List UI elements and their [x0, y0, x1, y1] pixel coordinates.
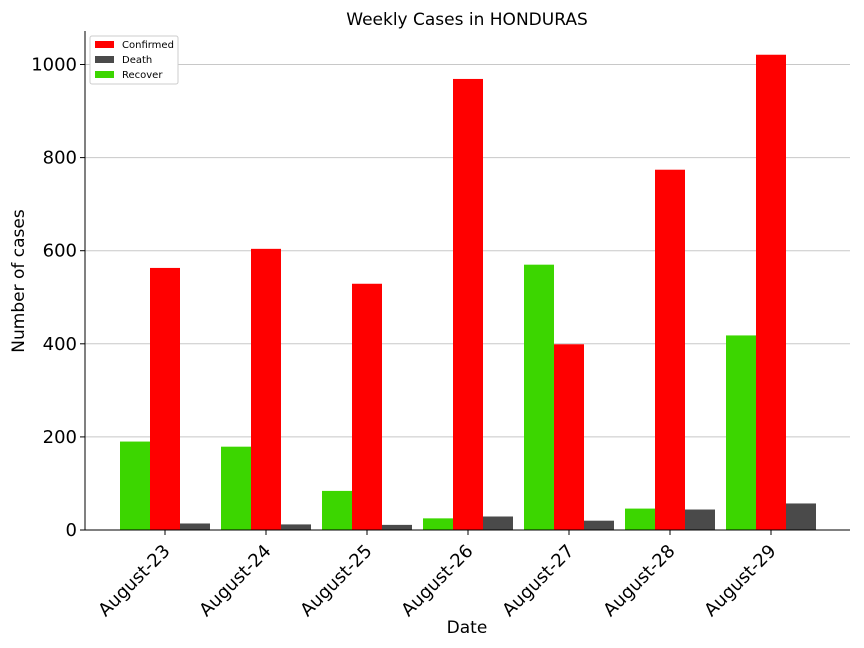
bar-confirmed-august-24 — [251, 248, 281, 530]
bar-recover-august-24 — [221, 446, 251, 530]
bar-death-august-23 — [180, 523, 210, 530]
bar-death-august-28 — [685, 509, 715, 530]
x-tick-label: August-25 — [296, 541, 376, 621]
y-tick-label: 1000 — [31, 55, 77, 76]
bar-death-august-24 — [281, 524, 311, 530]
legend-label-death: Death — [122, 55, 152, 66]
x-tick-label: August-23 — [94, 541, 174, 621]
bar-recover-august-25 — [322, 490, 352, 530]
bar-confirmed-august-23 — [150, 267, 180, 530]
y-axis-label: Number of cases — [9, 209, 29, 353]
x-tick-label: August-24 — [195, 541, 275, 621]
bar-confirmed-august-27 — [554, 344, 584, 530]
y-tick-label: 0 — [66, 520, 77, 541]
x-ticks: August-23 August-24 August-25 August-26 Augu… — [94, 530, 781, 621]
bar-death-august-27 — [584, 520, 614, 530]
legend-label-confirmed: Confirmed — [122, 40, 174, 51]
x-axis-label: Date — [447, 618, 488, 638]
chart-title: Weekly Cases in HONDURAS — [346, 10, 588, 30]
bar-recover-august-29 — [726, 335, 756, 530]
x-tick-label: August-29 — [700, 541, 780, 621]
bar-death-august-26 — [483, 516, 513, 530]
legend-label-recover: Recover — [122, 70, 163, 81]
bar-recover-august-27 — [524, 264, 554, 530]
bar-recover-august-26 — [423, 518, 453, 530]
bar-death-august-29 — [786, 503, 816, 530]
bar-recover-august-28 — [625, 508, 655, 530]
bar-death-august-25 — [382, 524, 412, 530]
x-tick-label: August-28 — [599, 541, 679, 621]
bar-recover-august-23 — [120, 441, 150, 530]
bars — [120, 54, 816, 531]
legend-swatch-death — [95, 56, 114, 63]
x-tick-label: August-26 — [397, 541, 477, 621]
bar-confirmed-august-26 — [453, 78, 483, 531]
bar-confirmed-august-25 — [352, 283, 382, 530]
legend-swatch-confirmed — [95, 41, 114, 48]
y-tick-label: 800 — [43, 148, 77, 169]
y-tick-label: 400 — [43, 334, 77, 355]
legend: Confirmed Death Recover — [89, 35, 179, 85]
bar-confirmed-august-29 — [756, 54, 786, 530]
bar-confirmed-august-28 — [655, 169, 685, 531]
y-tick-label: 200 — [43, 427, 77, 448]
x-tick-label: August-27 — [498, 541, 578, 621]
legend-swatch-recover — [95, 71, 114, 78]
y-tick-label: 600 — [43, 241, 77, 262]
y-ticks: 0 200 400 600 800 1000 — [31, 55, 85, 541]
